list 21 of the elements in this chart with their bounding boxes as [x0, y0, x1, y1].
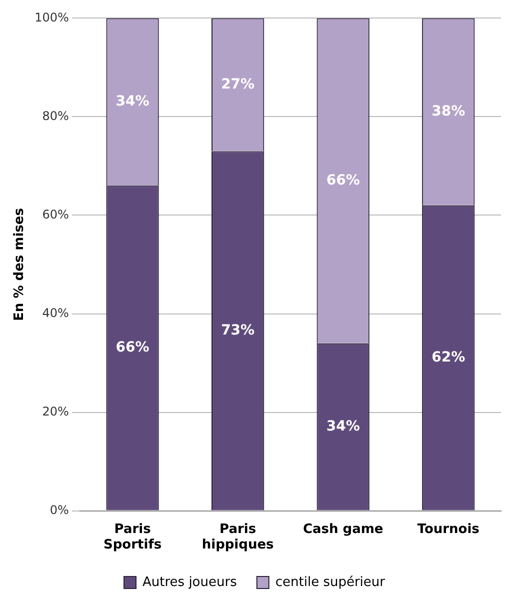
x-tick-label: Cash game [302, 522, 384, 537]
x-tick-label: Tournois [417, 522, 480, 537]
legend-label: Autres joueurs [142, 574, 238, 590]
x-tick-label: Paris hippiques [202, 522, 274, 553]
data-label: 34% [326, 418, 360, 434]
y-tick-label: 80% [42, 108, 69, 123]
data-label: 38% [432, 103, 466, 120]
y-tick-label: 20% [42, 404, 69, 418]
data-label: 27% [221, 76, 255, 92]
data-label: 66% [326, 172, 360, 188]
data-label: 66% [116, 340, 150, 356]
x-tick-label: Paris Sportifs [104, 522, 162, 553]
legend-label: centile supérieur [275, 574, 386, 590]
y-tick-label: 60% [42, 207, 69, 222]
data-label: 62% [432, 349, 466, 366]
y-tick-label: 40% [42, 306, 69, 320]
y-axis-title: En % des mises [12, 208, 28, 321]
y-tick-label: 0% [50, 502, 69, 517]
data-label: 73% [221, 322, 255, 338]
data-label: 34% [116, 94, 150, 110]
y-tick-label: 100% [34, 10, 69, 24]
